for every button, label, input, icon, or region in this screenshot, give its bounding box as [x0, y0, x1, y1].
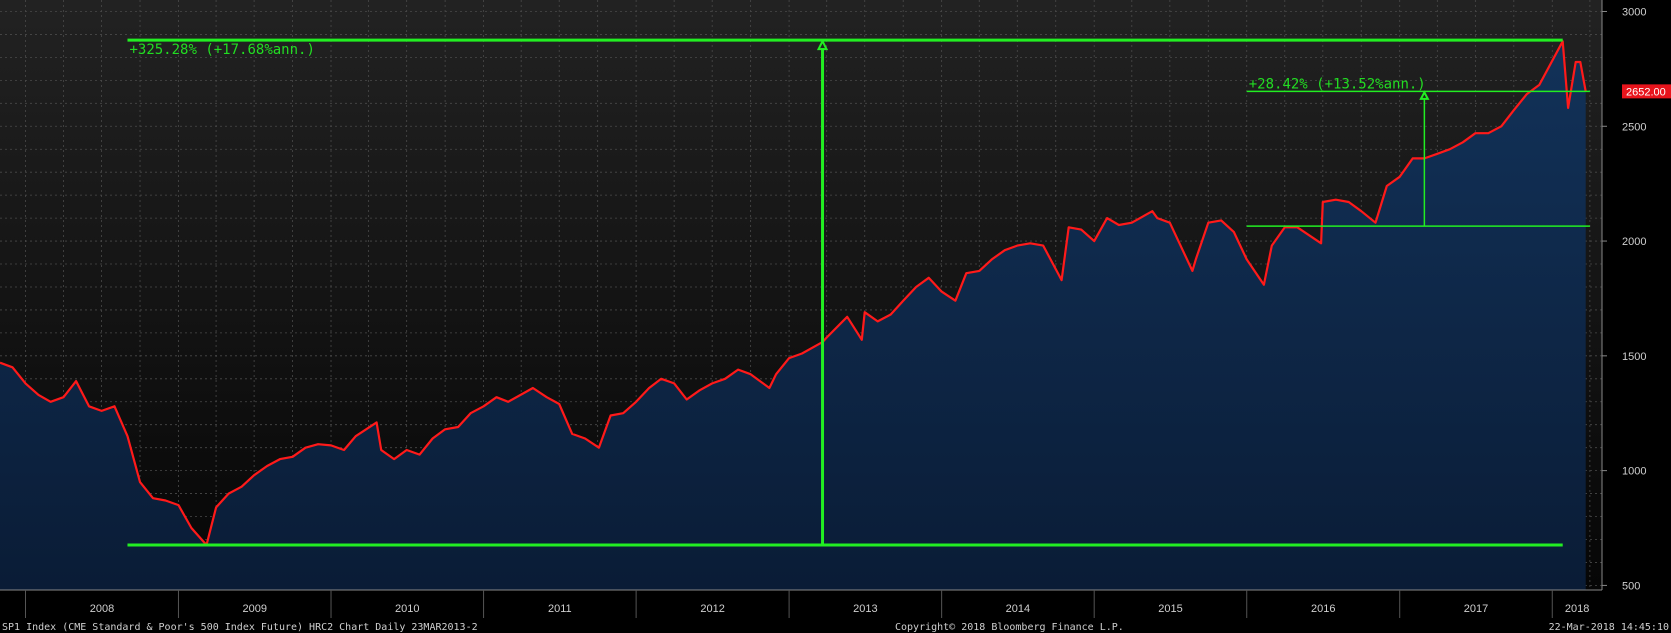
x-tick-label: 2008	[90, 603, 114, 615]
x-tick-label: 2011	[548, 603, 572, 615]
y-tick-label: 1000	[1622, 466, 1646, 478]
series-area-fill	[0, 41, 1586, 591]
x-tick-label: 2009	[242, 603, 266, 615]
y-axis-ticks: 500 1000 1500 2000 2500 3000	[1602, 6, 1646, 592]
x-tick-label: 2018	[1565, 603, 1589, 615]
x-axis-panel	[0, 590, 1671, 633]
y-tick-label: 2500	[1622, 121, 1646, 133]
last-value-label: 2652.00	[1626, 86, 1666, 98]
y-tick-label: 2000	[1622, 236, 1646, 248]
x-tick-label: 2013	[853, 603, 877, 615]
annotation-2-arrow-head	[1419, 90, 1430, 100]
x-tick-label: 2010	[395, 603, 419, 615]
x-tick-label: 2015	[1158, 603, 1182, 615]
annotation-1-arrow-head	[816, 38, 829, 51]
last-value-box	[1622, 84, 1671, 99]
axis-panel	[1602, 0, 1671, 633]
x-tick-label: 2017	[1464, 603, 1488, 615]
x-tick-label: 2012	[700, 603, 724, 615]
annotations: +325.28% (+17.68%ann.) +28.42% (+13.52%an…	[127, 38, 1590, 547]
x-tick-label: 2014	[1006, 603, 1030, 615]
annotation-2-label: +28.42% (+13.52%ann.)	[1249, 76, 1426, 92]
y-tick-label: 3000	[1622, 6, 1646, 18]
series-line-sp1	[0, 40, 1587, 547]
last-value-marker: 2652.00	[1622, 84, 1671, 99]
x-axis-ticks: 2008 2009 2010 2011 2012 2013 2014 2015 2016 2017…	[24, 590, 1589, 618]
footer-left: SP1 Index (CME Standard & Poor's 500 Ind…	[2, 622, 478, 633]
x-tick-label: 2016	[1311, 603, 1335, 615]
y-tick-label: 1500	[1622, 351, 1646, 363]
footer-center: Copyright© 2018 Bloomberg Finance L.P.	[895, 622, 1124, 633]
y-tick-label: 500	[1622, 580, 1640, 592]
footer-right: 22-Mar-2018 14:45:10	[1549, 622, 1669, 633]
annotation-1-label: +325.28% (+17.68%ann.)	[129, 42, 314, 58]
